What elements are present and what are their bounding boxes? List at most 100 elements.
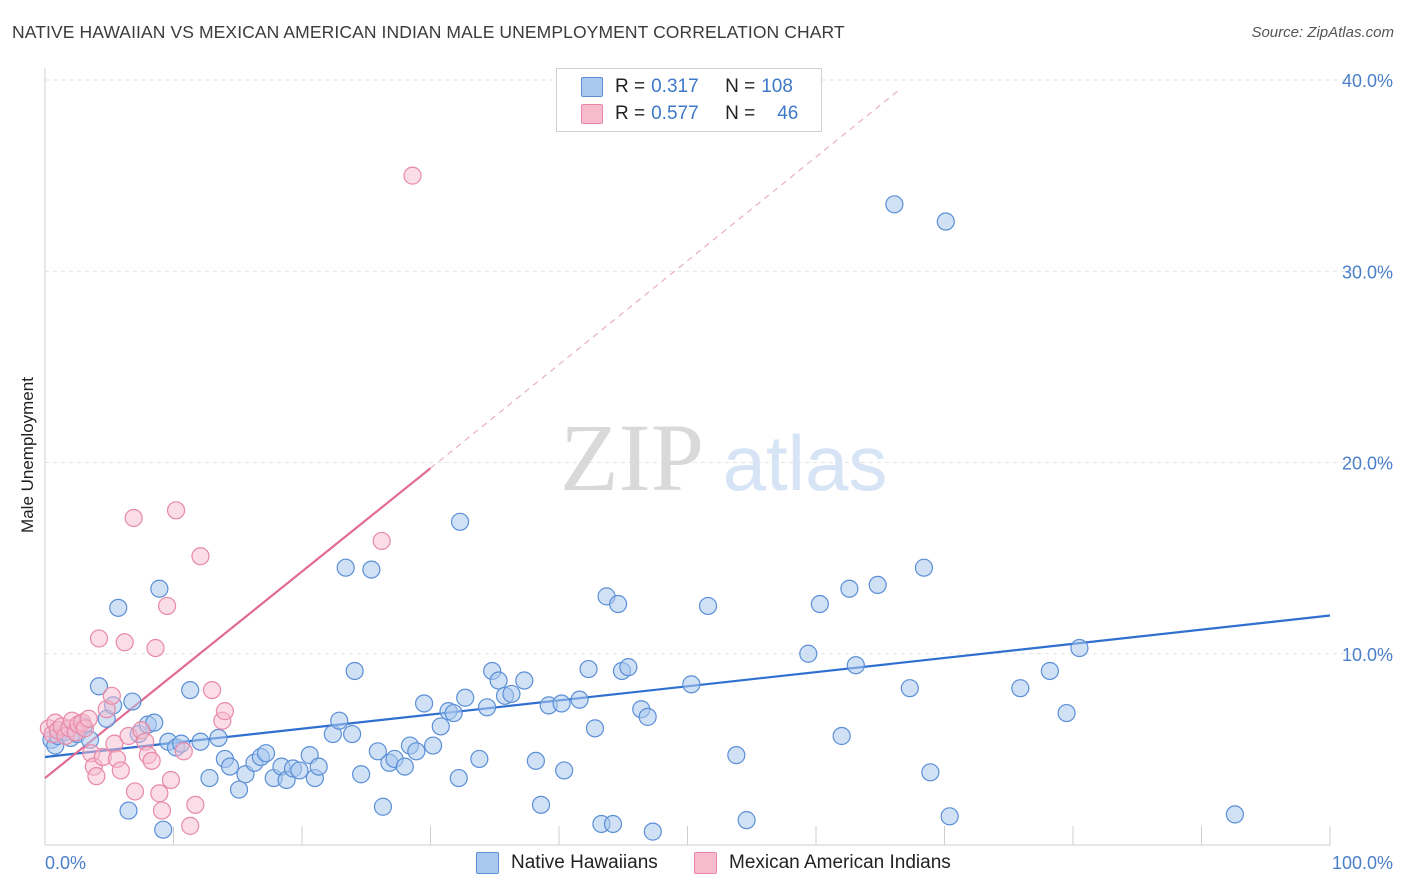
point-native-hawaiians [431, 717, 450, 736]
point-native-hawaiians [477, 698, 497, 717]
point-native-hawaiians [200, 768, 219, 788]
point-native-hawaiians [1070, 638, 1089, 658]
point-native-hawaiians [921, 763, 940, 782]
point-native-hawaiians [846, 656, 865, 675]
point-native-hawaiians [209, 728, 228, 748]
point-native-hawaiians [290, 761, 309, 780]
point-mexican-american-indians [111, 761, 130, 780]
point-native-hawaiians [555, 761, 574, 780]
point-native-hawaiians [570, 690, 589, 709]
point-mexican-american-indians [125, 782, 145, 801]
point-native-hawaiians [531, 795, 551, 814]
point-mexican-american-indians [215, 702, 234, 721]
point-mexican-american-indians [89, 629, 109, 648]
legend-item-native-hawaiians[interactable]: Native Hawaiians [476, 852, 658, 874]
blue-swatch-icon [476, 852, 499, 874]
point-native-hawaiians [444, 703, 463, 723]
point-native-hawaiians [414, 694, 434, 713]
watermark: ZIP atlas [560, 404, 887, 511]
point-mexican-american-indians [157, 596, 177, 616]
point-native-hawaiians [609, 594, 628, 614]
watermark-zip: ZIP [560, 404, 704, 511]
point-native-hawaiians [579, 659, 598, 679]
watermark-atlas: atlas [723, 419, 888, 507]
point-native-hawaiians [638, 707, 657, 726]
point-native-hawaiians [395, 757, 414, 776]
y-tick-label: 10.0% [1342, 645, 1393, 665]
point-mexican-american-indians [102, 686, 121, 705]
point-native-hawaiians [123, 692, 142, 711]
point-native-hawaiians [698, 596, 718, 616]
series-legend: Native Hawaiians Mexican American Indian… [0, 852, 1406, 878]
y-tick-label: 30.0% [1342, 262, 1393, 282]
point-native-hawaiians [229, 780, 249, 799]
point-native-hawaiians [191, 732, 210, 751]
point-native-hawaiians [727, 746, 746, 765]
r-label: R = [615, 103, 646, 124]
trendline-extension-mexican-american-indians [430, 89, 900, 469]
trendline-mexican-american-indians [44, 467, 432, 779]
point-native-hawaiians [900, 679, 919, 698]
point-native-hawaiians [682, 675, 701, 694]
pink-swatch-icon [581, 104, 603, 124]
point-native-hawaiians [373, 797, 393, 816]
pink-swatch-icon [694, 852, 717, 874]
point-mexican-american-indians [161, 770, 181, 790]
legend-row-mexican-american-indians: R = 0.577 N = 46 [581, 102, 798, 126]
point-native-hawaiians [1225, 805, 1245, 824]
point-native-hawaiians [619, 658, 638, 677]
stats-legend: R = 0.317 N = 108 R = 0.577 N = 46 [556, 68, 822, 132]
point-mexican-american-indians [403, 166, 422, 185]
legend-item-mexican-american-indians[interactable]: Mexican American Indians [694, 852, 951, 874]
point-mexican-american-indians [181, 816, 200, 835]
source-credit: Source: ZipAtlas.com [1251, 24, 1394, 41]
point-native-hawaiians [515, 671, 534, 690]
y-tick-label: 40.0% [1342, 71, 1393, 91]
axes [44, 68, 1331, 846]
r-label: R = [615, 76, 646, 97]
point-mexican-american-indians [372, 531, 391, 551]
point-native-hawaiians [181, 680, 200, 700]
point-native-hawaiians [345, 661, 364, 681]
point-native-hawaiians [914, 558, 934, 577]
point-native-hawaiians [552, 694, 571, 713]
point-mexican-american-indians [174, 742, 193, 761]
data-points [39, 166, 1245, 841]
point-native-hawaiians [362, 560, 381, 579]
tick-labels: 10.0% 20.0% 30.0% 40.0% 0.0% 100.0% [45, 71, 1393, 873]
n-label: N = [725, 103, 756, 124]
point-native-hawaiians [352, 765, 371, 784]
n-label: N = [725, 76, 756, 97]
point-mexican-american-indians [146, 638, 165, 658]
point-mexican-american-indians [152, 801, 172, 820]
point-native-hawaiians [89, 677, 109, 696]
point-native-hawaiians [343, 724, 362, 744]
point-native-hawaiians [407, 742, 426, 761]
gridlines [45, 79, 1392, 655]
point-native-hawaiians [868, 575, 887, 595]
point-native-hawaiians [470, 749, 489, 769]
y-tick-label: 20.0% [1342, 454, 1393, 474]
point-native-hawaiians [799, 644, 818, 663]
point-native-hawaiians [109, 598, 128, 617]
point-native-hawaiians [154, 820, 173, 839]
point-native-hawaiians [449, 768, 468, 788]
point-mexican-american-indians [87, 767, 106, 786]
n-value: 108 [761, 76, 793, 97]
r-value: 0.577 [651, 103, 699, 124]
point-mexican-american-indians [124, 508, 143, 528]
point-native-hawaiians [885, 195, 904, 214]
legend-label: Mexican American Indians [729, 852, 951, 873]
point-mexican-american-indians [186, 795, 205, 814]
point-native-hawaiians [1011, 679, 1030, 698]
point-mexican-american-indians [166, 501, 186, 520]
x-tick-label: 100.0% [1332, 853, 1393, 873]
point-mexican-american-indians [79, 709, 98, 728]
point-native-hawaiians [450, 512, 470, 531]
point-native-hawaiians [309, 757, 328, 776]
x-tick-label: 0.0% [45, 853, 86, 873]
point-native-hawaiians [150, 579, 169, 598]
blue-swatch-icon [581, 77, 603, 97]
point-native-hawaiians [585, 719, 605, 738]
